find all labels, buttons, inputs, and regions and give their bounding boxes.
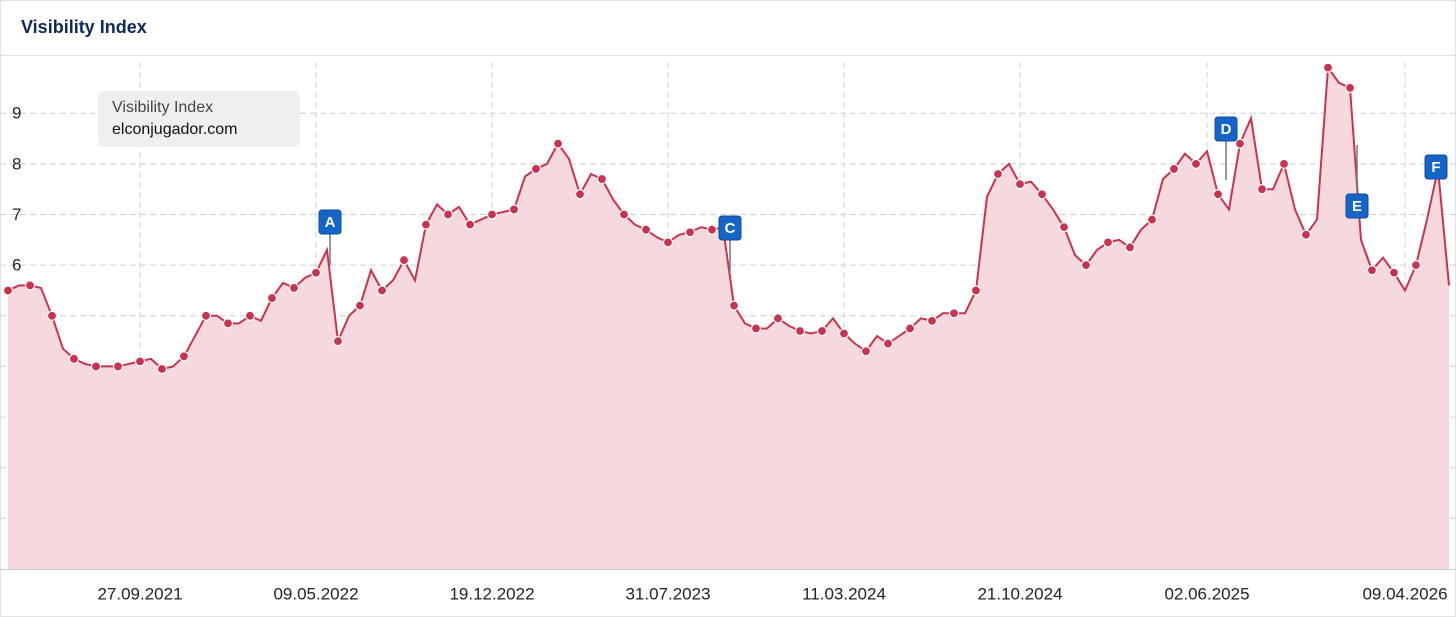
point: [200, 310, 212, 321]
point: [640, 224, 652, 235]
flag: [1424, 154, 1448, 180]
point: [156, 363, 168, 375]
point: [2, 285, 14, 296]
point: [354, 300, 366, 311]
point: [486, 209, 498, 220]
y-tick-label: 9: [12, 104, 21, 123]
point: [904, 323, 916, 334]
point: [816, 325, 828, 337]
point: [1190, 158, 1202, 169]
point: [596, 173, 608, 185]
flag: [318, 209, 342, 235]
point: [1212, 189, 1224, 200]
point: [134, 356, 146, 367]
flag: [1345, 193, 1369, 219]
point: [970, 285, 982, 296]
point: [1102, 237, 1114, 248]
legend-entry: elconjugador.com: [112, 121, 237, 138]
point: [46, 310, 58, 321]
point: [1410, 260, 1422, 271]
legend: Visibility Index elconjugador.com: [98, 91, 300, 147]
point: [68, 353, 80, 364]
point: [420, 219, 432, 230]
x-tick-label: 21.10.2024: [977, 584, 1062, 603]
point: [1234, 138, 1246, 149]
point: [1014, 179, 1026, 190]
x-tick-label: 11.03.2024: [802, 584, 886, 603]
point: [1168, 163, 1180, 175]
point: [992, 168, 1004, 180]
point: [1344, 82, 1356, 94]
x-tick-label: 09.05.2022: [273, 584, 358, 603]
point: [112, 361, 124, 372]
point: [1278, 158, 1290, 169]
point: [1058, 222, 1070, 233]
point: [288, 282, 300, 294]
flag-label: A: [325, 214, 336, 231]
point: [1124, 242, 1136, 253]
point: [1146, 214, 1158, 225]
point: [948, 308, 960, 319]
point: [574, 189, 586, 200]
flag: [718, 215, 742, 241]
point: [222, 318, 234, 329]
point: [508, 204, 520, 215]
flag-label: D: [1221, 121, 1232, 138]
point: [618, 209, 630, 220]
x-tick-label: 02.06.2025: [1164, 584, 1249, 603]
point: [244, 310, 256, 321]
point: [464, 219, 476, 230]
point: [332, 336, 344, 347]
x-tick-label: 31.07.2023: [625, 584, 710, 603]
area-fill: [8, 67, 1449, 569]
point: [662, 237, 674, 248]
point: [882, 338, 894, 349]
point: [684, 227, 696, 238]
point: [376, 285, 388, 296]
x-tick-label: 09.04.2026: [1362, 584, 1447, 603]
point: [310, 267, 322, 278]
y-tick-label: 6: [12, 256, 21, 275]
point: [706, 224, 718, 235]
point: [1036, 189, 1048, 200]
point: [1300, 229, 1312, 240]
point: [178, 351, 190, 362]
point: [530, 163, 542, 175]
point: [398, 254, 410, 266]
point: [1256, 184, 1268, 195]
point: [750, 323, 762, 334]
point: [728, 300, 740, 311]
point: [794, 325, 806, 337]
point: [266, 292, 278, 304]
flag-label: C: [725, 220, 736, 237]
point: [926, 315, 938, 326]
flag-label: F: [1431, 159, 1440, 176]
point: [838, 328, 850, 339]
point: [1366, 265, 1378, 276]
x-tick-label: 19.12.2022: [449, 584, 534, 603]
point: [860, 346, 872, 357]
point: [552, 138, 564, 149]
legend-title: Visibility Index: [112, 99, 213, 116]
flag-label: E: [1352, 198, 1362, 215]
point: [90, 361, 102, 372]
x-tick-label: 27.09.2021: [97, 584, 182, 603]
point: [1322, 62, 1334, 73]
point: [442, 209, 454, 220]
y-tick-label: 8: [12, 154, 21, 173]
point: [1388, 267, 1400, 278]
point: [1080, 260, 1092, 271]
legend-box: [98, 91, 300, 147]
point: [24, 280, 36, 291]
chart-title: Visibility Index: [21, 17, 147, 37]
flag: [1214, 116, 1238, 142]
point: [772, 313, 784, 324]
y-tick-label: 7: [12, 205, 21, 224]
